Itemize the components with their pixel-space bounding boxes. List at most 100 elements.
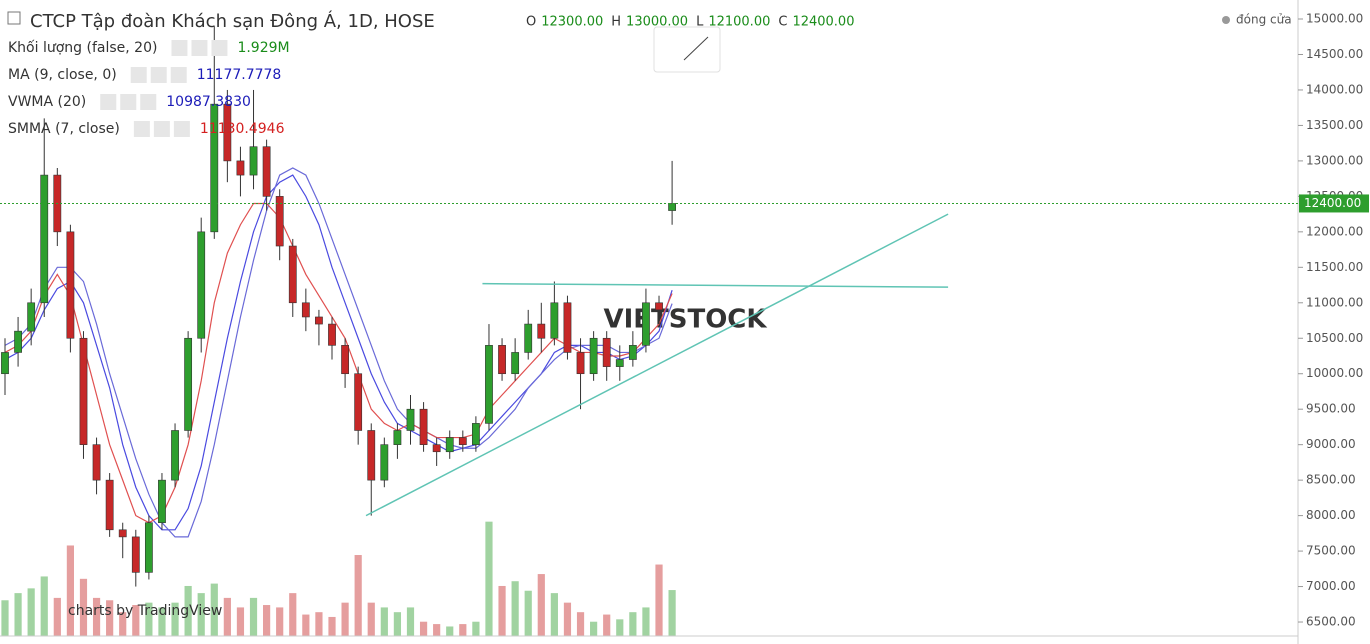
volume-bar — [66, 545, 74, 636]
candle-body — [197, 231, 206, 339]
candle-body — [118, 529, 127, 538]
y-tick-label: 10000.00 — [1306, 366, 1363, 380]
volume-bar — [406, 607, 415, 636]
candle-body — [249, 146, 258, 176]
trend-line — [482, 282, 949, 288]
volume-bar — [668, 590, 676, 636]
candle-body — [79, 337, 88, 445]
price-box — [1299, 194, 1369, 213]
candle-body — [367, 430, 376, 481]
candle-body — [393, 430, 402, 445]
candle-body — [668, 203, 676, 211]
volume-bar — [145, 602, 153, 636]
candle-body — [315, 316, 323, 325]
candle-body — [498, 345, 506, 375]
volume-bar — [263, 605, 271, 636]
candle-body — [14, 330, 22, 353]
volume-bar — [210, 583, 218, 636]
legend-icon[interactable] — [150, 67, 167, 83]
chart-title: CTCP Tập đoàn Khách sạn Đông Á, 1D, HOSE — [30, 10, 435, 32]
candle-body — [158, 479, 166, 524]
volume-bar — [289, 593, 297, 636]
ohlc-key: O — [526, 15, 536, 30]
candle-body — [589, 337, 598, 375]
volume-bar — [132, 605, 140, 636]
watermark: VIETSTOCK — [603, 305, 767, 335]
legend-icon[interactable] — [173, 121, 190, 137]
candle-body — [419, 408, 428, 445]
indicator-line — [4, 167, 673, 538]
volume-bar — [603, 614, 611, 636]
y-tick-label: 12000.00 — [1306, 224, 1363, 238]
y-tick-label: 8000.00 — [1306, 508, 1356, 522]
volume-bar — [27, 588, 35, 636]
ohlc-key: C — [778, 15, 787, 30]
trend-line — [365, 213, 949, 517]
indicator-line — [4, 202, 673, 524]
legend-icon[interactable] — [153, 121, 170, 137]
volume-bar — [616, 619, 624, 636]
candle-body — [602, 337, 611, 367]
candle-body — [223, 103, 232, 162]
candle-body — [1, 352, 9, 375]
candle-body — [550, 302, 559, 339]
legend-icon[interactable] — [171, 40, 188, 56]
volume-bar — [197, 593, 205, 636]
legend-icon[interactable] — [100, 94, 117, 110]
volume-bar — [537, 574, 545, 636]
legend-name: Khối lượng (false, 20) — [8, 39, 157, 56]
volume-bar — [511, 581, 519, 636]
candle-body — [458, 437, 467, 445]
volume-bar — [328, 616, 336, 636]
volume-bar — [433, 624, 441, 636]
ohlc-value: 12300.00 — [541, 15, 603, 30]
candle-body — [576, 352, 585, 375]
legend-icon[interactable] — [170, 67, 187, 83]
volume-bar — [367, 602, 375, 636]
candle-body — [171, 430, 179, 481]
volume-bar — [485, 521, 493, 636]
legend-icon[interactable] — [130, 67, 147, 83]
volume-bar — [171, 602, 179, 636]
candle-body — [288, 245, 297, 304]
volume-bar — [302, 614, 310, 636]
candle-body — [40, 174, 49, 304]
candle-body — [445, 437, 454, 453]
volume-bar — [393, 612, 402, 636]
candle-body — [301, 302, 310, 318]
candle-body — [432, 444, 441, 453]
candle-body — [275, 196, 284, 247]
legend-icon[interactable] — [140, 94, 157, 110]
legend-icon[interactable] — [120, 94, 137, 110]
legend-icon[interactable] — [133, 121, 150, 137]
y-tick-label: 11000.00 — [1306, 295, 1363, 309]
candle-body — [485, 345, 493, 424]
candle-body — [184, 337, 193, 431]
legend-icon[interactable] — [191, 40, 208, 56]
volume-bar — [1, 600, 9, 636]
volume-bar — [472, 621, 480, 636]
candle-body — [563, 302, 572, 353]
price-label: 12400.00 — [1304, 196, 1361, 210]
candle-body — [262, 146, 271, 197]
ohlc-value: 12400.00 — [792, 15, 854, 30]
candle-body — [655, 302, 663, 311]
status-dot — [1222, 16, 1230, 24]
legend-value: 11130.4946 — [200, 121, 285, 137]
credit[interactable]: charts by TradingView — [68, 603, 222, 619]
candle-body — [380, 444, 389, 481]
drawing-toolbar[interactable] — [653, 26, 721, 73]
legend-name: VWMA (20) — [8, 94, 86, 110]
legend-name: MA (9, close, 0) — [8, 67, 117, 83]
legend-icon[interactable] — [211, 40, 228, 56]
indicator-line — [4, 174, 673, 531]
volume-bar — [524, 590, 532, 636]
candle-body — [144, 522, 153, 573]
candle-body — [406, 408, 415, 431]
candle-body — [92, 444, 101, 481]
candle-body — [615, 359, 624, 367]
y-tick-label: 10500.00 — [1306, 331, 1363, 345]
line-tool-icon[interactable] — [683, 36, 709, 61]
collapse-icon[interactable] — [7, 11, 21, 25]
y-tick-label: 11500.00 — [1306, 260, 1363, 274]
